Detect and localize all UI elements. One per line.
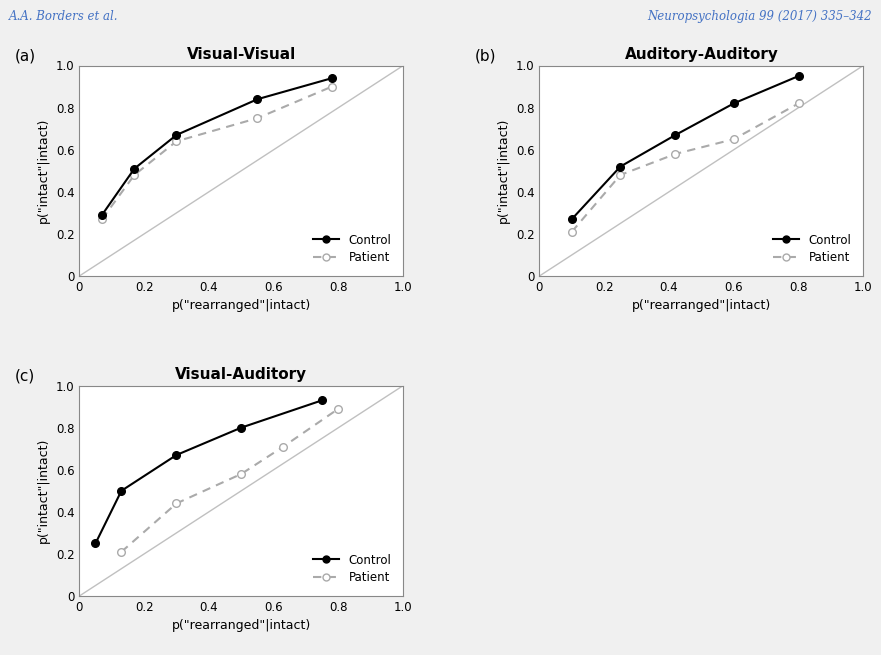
Y-axis label: p("intact"|intact): p("intact"|intact) xyxy=(498,118,510,223)
Y-axis label: p("intact"|intact): p("intact"|intact) xyxy=(37,438,50,544)
○ Patient xyxy=(252,114,263,122)
Text: (c): (c) xyxy=(14,369,34,384)
● Control xyxy=(670,131,681,139)
Line: ● Control: ● Control xyxy=(568,72,803,223)
● Control xyxy=(615,162,626,170)
○ Patient xyxy=(171,138,181,145)
● Control xyxy=(729,100,739,107)
Legend: Control, Patient: Control, Patient xyxy=(307,548,397,590)
● Control xyxy=(90,540,100,548)
Legend: Control, Patient: Control, Patient xyxy=(307,227,397,270)
Line: ● Control: ● Control xyxy=(98,74,336,219)
○ Patient xyxy=(793,100,803,107)
● Control xyxy=(236,424,247,432)
○ Patient xyxy=(236,470,247,478)
Text: A.A. Borders et al.: A.A. Borders et al. xyxy=(9,10,118,23)
Line: ○ Patient: ○ Patient xyxy=(98,83,336,223)
○ Patient xyxy=(278,443,289,451)
Line: ○ Patient: ○ Patient xyxy=(117,405,343,555)
● Control xyxy=(327,74,337,82)
Legend: Control, Patient: Control, Patient xyxy=(767,227,857,270)
Text: Neuropsychologia 99 (2017) 335–342: Neuropsychologia 99 (2017) 335–342 xyxy=(648,10,872,23)
● Control xyxy=(171,131,181,139)
Line: ○ Patient: ○ Patient xyxy=(568,100,803,236)
X-axis label: p("rearranged"|intact): p("rearranged"|intact) xyxy=(172,620,311,633)
Line: ● Control: ● Control xyxy=(92,396,326,547)
● Control xyxy=(252,95,263,103)
● Control xyxy=(793,72,803,80)
Y-axis label: p("intact"|intact): p("intact"|intact) xyxy=(37,118,50,223)
● Control xyxy=(116,487,127,495)
○ Patient xyxy=(670,150,681,158)
X-axis label: p("rearranged"|intact): p("rearranged"|intact) xyxy=(172,299,311,312)
○ Patient xyxy=(615,171,626,179)
○ Patient xyxy=(116,548,127,555)
○ Patient xyxy=(333,405,344,413)
○ Patient xyxy=(566,228,577,236)
● Control xyxy=(317,396,328,404)
● Control xyxy=(566,215,577,223)
Title: Auditory-Auditory: Auditory-Auditory xyxy=(625,47,778,62)
X-axis label: p("rearranged"|intact): p("rearranged"|intact) xyxy=(632,299,771,312)
Title: Visual-Auditory: Visual-Auditory xyxy=(175,367,307,382)
Text: (b): (b) xyxy=(475,48,496,64)
Text: (a): (a) xyxy=(14,48,35,64)
○ Patient xyxy=(171,500,181,508)
● Control xyxy=(130,165,140,173)
○ Patient xyxy=(97,215,107,223)
● Control xyxy=(97,211,107,219)
○ Patient xyxy=(327,83,337,90)
● Control xyxy=(171,451,181,459)
○ Patient xyxy=(729,136,739,143)
Title: Visual-Visual: Visual-Visual xyxy=(187,47,296,62)
○ Patient xyxy=(130,171,140,179)
